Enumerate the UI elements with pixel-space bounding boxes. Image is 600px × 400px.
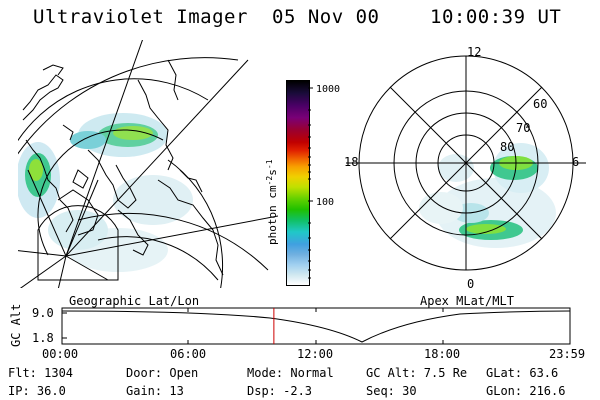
glon-value: GLon: 216.6	[486, 384, 566, 398]
aurora-emission	[18, 113, 193, 272]
orbit-altitude-curve	[61, 310, 571, 343]
gain-value: Gain: 13	[126, 384, 184, 398]
mlat-70-label: 70	[516, 121, 530, 135]
mlt-6-label: 6	[572, 155, 579, 169]
colorbar-tick-100: 100	[316, 197, 334, 208]
apex-polar-plot: 12 0 18 6 60 70 80	[344, 45, 586, 291]
colorbar-exp1: -2	[265, 176, 274, 186]
colorbar-label: photon cm-2s-1	[265, 159, 279, 245]
mlat-80-label: 80	[500, 140, 514, 154]
ytick-9: 9.0	[32, 306, 54, 320]
geographic-label: Geographic Lat/Lon	[69, 294, 200, 308]
xtick-0000: 00:00	[42, 347, 79, 361]
ip-value: IP: 36.0	[8, 384, 66, 398]
mlt-0-label: 0	[467, 277, 474, 291]
mlat-60-label: 60	[533, 97, 547, 111]
xtick-1800: 18:00	[424, 347, 461, 361]
orbit-timeline: GC Alt 9.0 1.8	[9, 304, 571, 347]
date: 05 Nov 00	[272, 6, 380, 28]
title: Ultraviolet Imager	[33, 6, 248, 28]
colorbar-s: s	[266, 169, 279, 176]
glat-value: GLat: 63.6	[486, 366, 559, 380]
colorbar-exp2: -1	[265, 159, 274, 169]
xtick-2359: 23:59	[549, 347, 586, 361]
mode-value: Mode: Normal	[247, 366, 334, 380]
colorbar	[286, 80, 310, 286]
aurora-oval	[419, 143, 556, 248]
colorbar-unit: photon cm	[266, 185, 279, 245]
dsp-value: Dsp: -2.3	[247, 384, 313, 398]
geographic-map	[18, 40, 278, 288]
seq-value: Seq: 30	[366, 384, 417, 398]
xtick-1200: 12:00	[297, 347, 334, 361]
colorbar-axis: 1000 100	[308, 84, 340, 279]
colorbar-tick-1000: 1000	[316, 84, 340, 95]
apex-label: Apex MLat/MLT	[420, 294, 514, 308]
xtick-0600: 06:00	[170, 347, 207, 361]
time: 10:00:39 UT	[430, 6, 562, 28]
mlt-12-label: 12	[467, 45, 481, 59]
timeline-ylabel: GC Alt	[9, 304, 23, 347]
door-value: Door: Open	[126, 366, 199, 380]
flt-value: Flt: 1304	[8, 366, 74, 380]
svg-text:photon cm-2s-1: photon cm-2s-1	[265, 159, 279, 245]
mlt-18-label: 18	[344, 155, 358, 169]
gcalt-value: GC Alt: 7.5 Re	[366, 366, 468, 380]
ytick-1.8: 1.8	[32, 331, 54, 345]
